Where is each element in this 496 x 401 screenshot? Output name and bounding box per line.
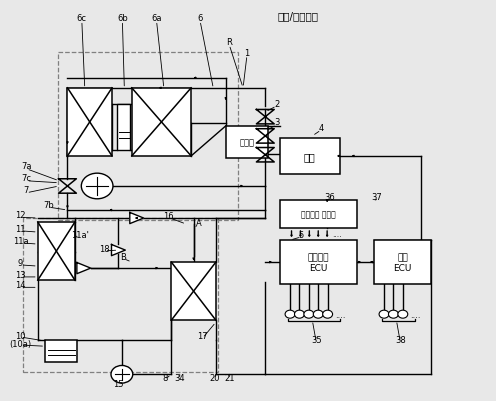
Bar	[280, 241, 357, 284]
Bar	[45, 340, 77, 363]
Bar	[171, 262, 216, 320]
Text: ....: ....	[335, 310, 346, 319]
Text: 13: 13	[15, 270, 26, 279]
Text: 7c: 7c	[21, 174, 31, 183]
Text: 엔진: 엔진	[304, 152, 315, 162]
Text: 10: 10	[15, 331, 26, 340]
Bar	[58, 53, 238, 221]
Text: 6a: 6a	[151, 14, 162, 23]
Bar	[38, 223, 75, 280]
Text: 3: 3	[274, 118, 279, 127]
Text: 20: 20	[209, 373, 220, 382]
Text: R: R	[226, 38, 232, 47]
Bar	[374, 241, 431, 284]
Text: 16: 16	[164, 211, 174, 220]
Text: 35: 35	[311, 335, 321, 344]
Circle shape	[295, 310, 305, 318]
Text: 11: 11	[15, 224, 26, 233]
Text: 압축기: 압축기	[239, 138, 254, 147]
Text: 공조장치
ECU: 공조장치 ECU	[308, 253, 329, 272]
Text: 냉방/축냉모드: 냉방/축냉모드	[278, 11, 318, 21]
Circle shape	[285, 310, 295, 318]
Text: 7b: 7b	[44, 201, 55, 210]
Circle shape	[388, 310, 398, 318]
Text: 공조장치 매뉴얼: 공조장치 매뉴얼	[301, 210, 336, 219]
Circle shape	[398, 310, 408, 318]
Bar	[226, 127, 268, 158]
Text: 11a': 11a'	[71, 230, 89, 239]
Text: 5: 5	[299, 230, 304, 239]
Text: 17: 17	[197, 331, 208, 340]
Circle shape	[323, 310, 333, 318]
Text: 21: 21	[224, 373, 235, 382]
Text: 34: 34	[175, 373, 185, 382]
Text: 18: 18	[99, 244, 110, 253]
Text: 7a: 7a	[21, 162, 32, 171]
Circle shape	[313, 310, 323, 318]
Text: 15: 15	[113, 379, 124, 388]
Text: (10a): (10a)	[9, 339, 32, 348]
Text: 14: 14	[15, 281, 26, 290]
Bar	[23, 219, 218, 373]
Text: 6b: 6b	[117, 14, 128, 23]
Circle shape	[379, 310, 389, 318]
Text: 38: 38	[395, 335, 406, 344]
Text: 11a: 11a	[13, 236, 28, 245]
Circle shape	[81, 174, 113, 199]
Bar	[67, 89, 112, 156]
Text: 2: 2	[274, 99, 279, 108]
Text: 4: 4	[318, 124, 324, 133]
Text: A: A	[195, 218, 201, 227]
Text: 12: 12	[15, 211, 26, 220]
Polygon shape	[130, 213, 144, 224]
Bar	[118, 105, 130, 150]
Text: 1: 1	[245, 49, 249, 58]
Circle shape	[304, 310, 314, 318]
Text: 8: 8	[162, 373, 168, 382]
Text: 6: 6	[197, 14, 203, 23]
Polygon shape	[112, 245, 125, 256]
Bar	[132, 89, 191, 156]
Text: 36: 36	[324, 193, 335, 202]
Text: 6c: 6c	[77, 14, 87, 23]
Text: ....: ....	[332, 229, 342, 238]
Text: B: B	[121, 252, 126, 261]
Bar	[280, 200, 357, 229]
Circle shape	[111, 366, 133, 383]
Text: 37: 37	[371, 193, 382, 202]
Text: 9: 9	[18, 258, 23, 267]
Polygon shape	[77, 263, 91, 274]
Text: 엔진
ECU: 엔진 ECU	[393, 253, 412, 272]
Text: ....: ....	[410, 310, 421, 319]
Text: 7: 7	[24, 186, 29, 195]
Bar	[280, 139, 339, 174]
